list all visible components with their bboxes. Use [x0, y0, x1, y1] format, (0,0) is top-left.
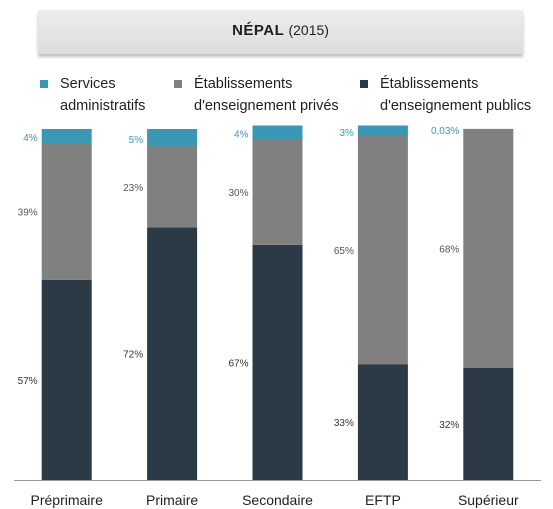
- data-label-0-0: 57%: [18, 376, 38, 387]
- category-label-0: Préprimaire: [31, 492, 104, 508]
- bar-segment-1-2: [252, 139, 303, 245]
- data-label-2-3: 3%: [339, 128, 354, 139]
- data-label-2-1: 5%: [129, 135, 144, 146]
- chart-title-country: NÉPAL: [232, 22, 285, 39]
- data-label-1-4: 68%: [439, 244, 459, 255]
- chart-title-bar: NÉPAL (2015): [38, 10, 523, 54]
- data-label-1-0: 39%: [18, 207, 38, 218]
- bar-segment-0-1: [147, 227, 198, 480]
- data-label-0-3: 33%: [334, 418, 354, 429]
- bar-segment-2-0: [41, 129, 92, 144]
- bar-segment-2-4: [463, 128, 514, 130]
- legend-label-public: Établissements d'enseignement publics: [380, 76, 532, 114]
- bar-segment-2-2: [252, 125, 303, 140]
- category-label-1: Primaire: [146, 492, 198, 508]
- bar-segment-0-0: [41, 279, 92, 480]
- data-label-1-3: 65%: [334, 246, 354, 257]
- data-label-1-1: 23%: [123, 183, 143, 194]
- bar-segment-1-3: [357, 136, 408, 365]
- legend-label-private: Établissements d'enseignement privés: [194, 76, 339, 114]
- data-label-0-2: 67%: [228, 358, 248, 369]
- category-label-3: EFTP: [365, 492, 401, 508]
- bar-segment-1-4: [463, 129, 514, 368]
- legend-swatch-private: [174, 80, 182, 88]
- data-label-2-0: 4%: [23, 133, 38, 144]
- category-label-4: Supérieur: [458, 492, 519, 508]
- chart-title-year: (2015): [288, 22, 329, 38]
- legend-swatch-admin: [40, 80, 48, 88]
- data-label-0-4: 32%: [439, 420, 459, 431]
- category-label-2: Secondaire: [242, 492, 313, 508]
- data-label-1-2: 30%: [228, 188, 248, 199]
- bar-segment-2-3: [357, 125, 408, 137]
- data-label-2-2: 4%: [234, 130, 249, 141]
- bar-segment-0-4: [463, 367, 514, 480]
- legend-label-admin: Services administratifs: [60, 76, 146, 114]
- legend-swatch-public: [360, 80, 368, 88]
- chart-title: NÉPAL (2015): [38, 22, 523, 39]
- bar-segment-0-2: [252, 244, 303, 480]
- bar-segment-0-3: [357, 364, 408, 480]
- bar-segment-1-0: [41, 143, 92, 280]
- data-label-2-4: 0,03%: [431, 126, 459, 137]
- data-label-0-1: 72%: [123, 350, 143, 361]
- bar-segment-2-1: [147, 129, 198, 147]
- bar-segment-1-1: [147, 146, 198, 228]
